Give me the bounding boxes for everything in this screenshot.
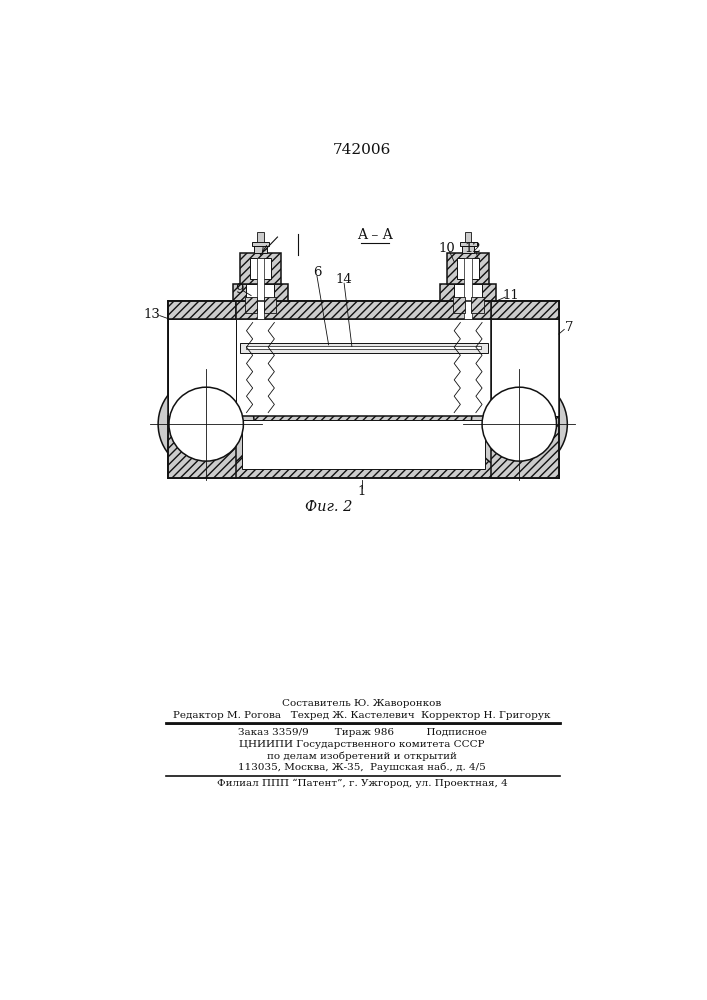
Bar [247, 284, 274, 301]
Bar [245, 297, 257, 312]
Bar [448, 253, 489, 284]
Bar [465, 232, 472, 242]
Bar [235, 301, 491, 319]
Bar [235, 319, 491, 416]
Bar [491, 319, 559, 416]
Text: 742006: 742006 [333, 143, 391, 157]
Polygon shape [168, 301, 559, 478]
Bar [457, 258, 479, 279]
Text: 6: 6 [312, 266, 321, 279]
Bar [462, 246, 474, 253]
Text: A – A: A – A [357, 228, 393, 242]
Bar [168, 301, 235, 319]
Bar [257, 258, 264, 319]
Bar [250, 258, 271, 279]
Text: 14: 14 [336, 273, 353, 286]
Text: 13: 13 [144, 308, 160, 321]
Bar [452, 297, 465, 312]
Text: 12: 12 [464, 242, 481, 255]
Text: 113035, Москва, Ж-35,  Раушская наб., д. 4/5: 113035, Москва, Ж-35, Раушская наб., д. … [238, 763, 486, 772]
Bar [257, 232, 264, 242]
Circle shape [482, 387, 556, 461]
Bar [233, 284, 288, 301]
Text: Составитель Ю. Жаворонков: Составитель Ю. Жаворонков [282, 699, 442, 708]
Text: 10: 10 [438, 242, 455, 255]
Bar [491, 416, 559, 478]
Text: 9: 9 [235, 283, 244, 296]
Circle shape [158, 376, 255, 472]
Text: 11: 11 [503, 289, 519, 302]
Circle shape [472, 376, 567, 472]
Text: ЦНИИПИ Государственного комитета СССР: ЦНИИПИ Государственного комитета СССР [239, 740, 485, 749]
Bar [454, 284, 482, 301]
Bar [255, 246, 267, 253]
Text: Филиал ППП “Патент”, г. Ужгород, ул. Проектная, 4: Филиал ППП “Патент”, г. Ужгород, ул. Про… [216, 779, 508, 788]
Bar [460, 242, 477, 246]
Bar [264, 297, 276, 312]
Bar [242, 420, 485, 469]
Bar [491, 301, 559, 319]
Text: Заказ 3359/9        Тираж 986          Подписное: Заказ 3359/9 Тираж 986 Подписное [238, 728, 486, 737]
Bar [240, 253, 281, 284]
Bar [168, 416, 235, 478]
Text: 1: 1 [358, 485, 366, 498]
Text: Редактор М. Рогова   Техред Ж. Кастелевич  Корректор Н. Григорук: Редактор М. Рогова Техред Ж. Кастелевич … [173, 711, 551, 720]
Text: по делам изобретений и открытий: по делам изобретений и открытий [267, 751, 457, 761]
Text: Фиг. 2: Фиг. 2 [305, 500, 352, 514]
Bar [464, 258, 472, 319]
Bar [252, 242, 269, 246]
Text: 7: 7 [565, 321, 573, 334]
Circle shape [169, 387, 243, 461]
Bar [246, 346, 481, 349]
Bar [168, 319, 235, 416]
Bar [240, 343, 488, 353]
Bar [472, 297, 484, 312]
Bar [440, 284, 496, 301]
